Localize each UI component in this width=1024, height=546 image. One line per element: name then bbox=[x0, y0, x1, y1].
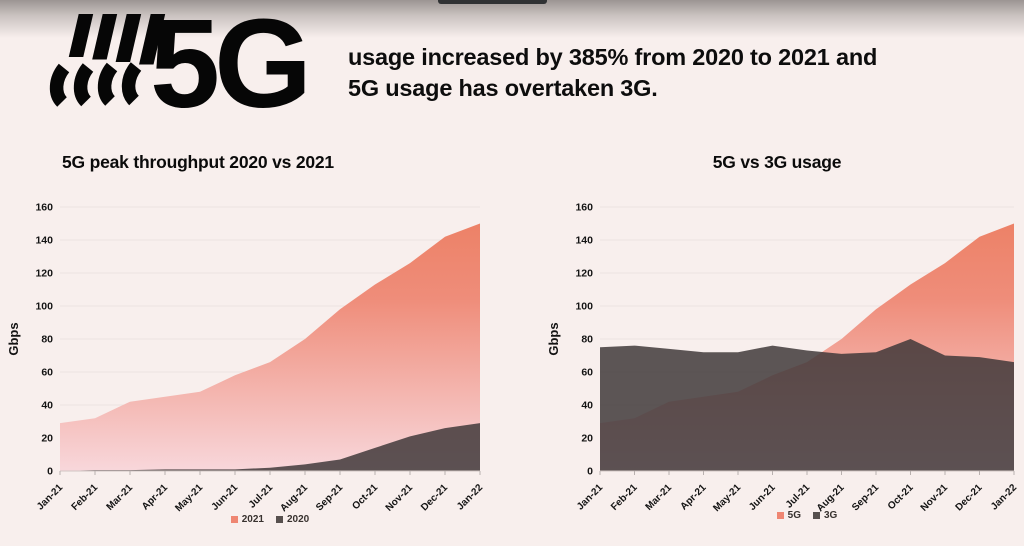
svg-text:Apr-21: Apr-21 bbox=[140, 482, 170, 512]
svg-text:Nov-21: Nov-21 bbox=[919, 482, 951, 514]
svg-text:Dec-21: Dec-21 bbox=[419, 482, 450, 513]
svg-text:Nov-21: Nov-21 bbox=[384, 482, 416, 514]
legend-swatch bbox=[230, 516, 238, 523]
legend-swatch bbox=[776, 512, 784, 519]
headline: usage increased by 385% from 2020 to 202… bbox=[348, 44, 878, 101]
legend-label: 2020 bbox=[287, 514, 310, 525]
svg-text:Feb-21: Feb-21 bbox=[70, 482, 101, 513]
svg-text:Jun-21: Jun-21 bbox=[747, 482, 778, 513]
svg-text:Gbps: Gbps bbox=[6, 322, 21, 355]
legend-item-5g: 5G bbox=[776, 510, 801, 521]
svg-text:100: 100 bbox=[575, 301, 593, 313]
svg-text:160: 160 bbox=[35, 202, 53, 214]
top-dark-bar bbox=[438, 0, 547, 4]
svg-text:120: 120 bbox=[35, 268, 53, 280]
svg-text:Jan-22: Jan-22 bbox=[989, 482, 1019, 512]
svg-text:140: 140 bbox=[575, 235, 593, 247]
svg-text:Jun-21: Jun-21 bbox=[210, 482, 241, 513]
svg-text:Mar-21: Mar-21 bbox=[644, 482, 675, 513]
svg-text:0: 0 bbox=[587, 466, 593, 478]
svg-text:Oct-21: Oct-21 bbox=[886, 482, 916, 512]
svg-text:Jan-21: Jan-21 bbox=[35, 482, 65, 512]
svg-text:160: 160 bbox=[575, 202, 593, 214]
svg-text:Jul-21: Jul-21 bbox=[784, 482, 813, 511]
svg-text:Oct-21: Oct-21 bbox=[350, 482, 380, 512]
svg-text:0: 0 bbox=[47, 466, 53, 478]
5g-logo: 5G bbox=[49, 4, 312, 118]
legend-label: 5G bbox=[787, 510, 801, 521]
svg-text:Jul-21: Jul-21 bbox=[247, 482, 276, 511]
svg-text:40: 40 bbox=[41, 400, 53, 412]
svg-text:Aug-21: Aug-21 bbox=[278, 482, 310, 514]
legend-item-2020: 2020 bbox=[276, 514, 309, 525]
svg-text:100: 100 bbox=[35, 301, 53, 313]
svg-text:120: 120 bbox=[575, 268, 593, 280]
legend-item-2021: 2021 bbox=[230, 514, 264, 525]
svg-text:Mar-21: Mar-21 bbox=[105, 482, 136, 513]
svg-text:20: 20 bbox=[41, 433, 53, 445]
logo-text: 5G bbox=[150, 4, 306, 118]
svg-text:Dec-21: Dec-21 bbox=[954, 482, 985, 513]
svg-text:Feb-21: Feb-21 bbox=[609, 482, 640, 513]
svg-text:Apr-21: Apr-21 bbox=[678, 482, 708, 512]
right-area-chart: 0 20 40 60 80 100 120 140 160 Jan-21 Feb-21 Mar-21 A… bbox=[546, 202, 1019, 515]
svg-text:80: 80 bbox=[581, 334, 593, 346]
svg-text:May-21: May-21 bbox=[173, 482, 205, 514]
legend-item-3g: 3G bbox=[813, 510, 837, 521]
svg-text:80: 80 bbox=[41, 334, 53, 346]
svg-text:140: 140 bbox=[35, 235, 53, 247]
svg-text:60: 60 bbox=[581, 367, 593, 379]
legend-swatch bbox=[813, 512, 820, 519]
svg-text:Gbps: Gbps bbox=[546, 322, 561, 355]
svg-text:Jan-21: Jan-21 bbox=[575, 482, 605, 512]
svg-text:40: 40 bbox=[581, 400, 593, 412]
right-chart-legend: 5G 3G bbox=[600, 510, 1014, 521]
left-chart-title: 5G peak throughput 2020 vs 2021 bbox=[62, 152, 334, 172]
svg-text:20: 20 bbox=[581, 433, 593, 445]
legend-label: 2021 bbox=[241, 514, 264, 525]
left-chart-legend: 2021 2020 bbox=[60, 514, 480, 525]
svg-text:Sep-21: Sep-21 bbox=[850, 482, 881, 513]
legend-label: 3G bbox=[824, 510, 838, 521]
legend-swatch bbox=[276, 516, 283, 523]
svg-text:Jan-22: Jan-22 bbox=[455, 482, 485, 512]
right-chart-title: 5G vs 3G usage bbox=[712, 152, 842, 172]
svg-text:Sep-21: Sep-21 bbox=[314, 482, 345, 513]
svg-text:60: 60 bbox=[41, 367, 53, 379]
signal-bars-icon bbox=[49, 14, 166, 107]
